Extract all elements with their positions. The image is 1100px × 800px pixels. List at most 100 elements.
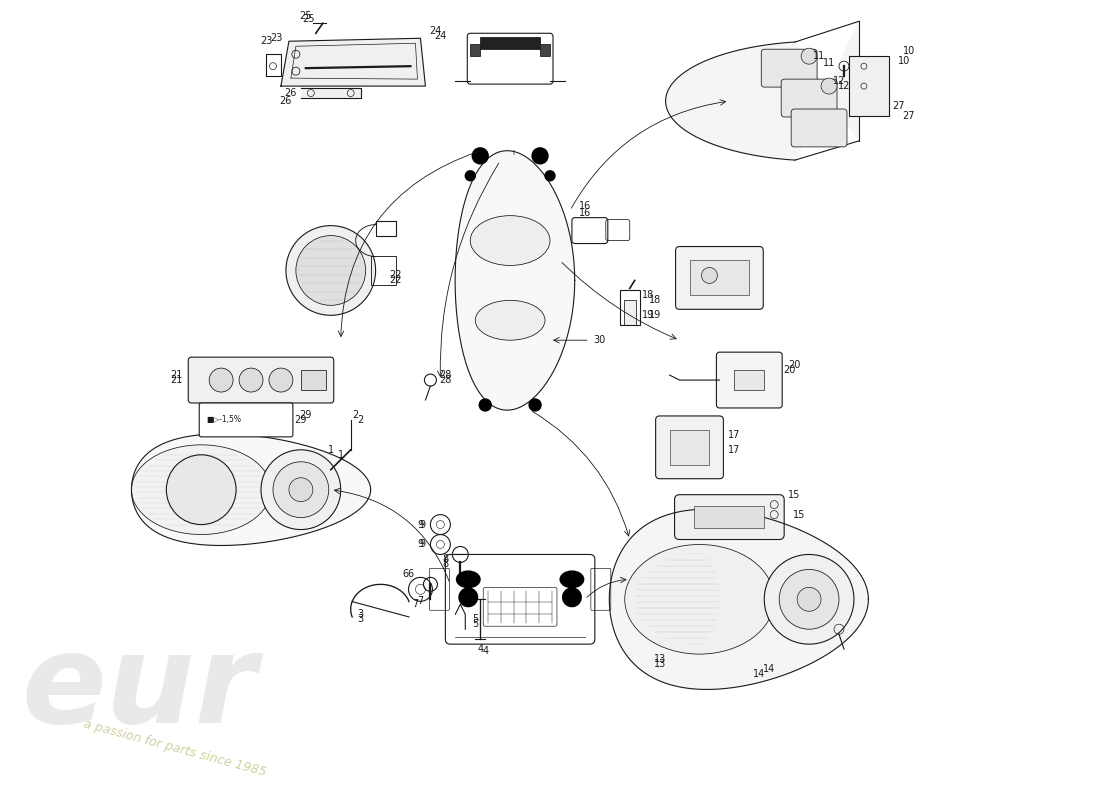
Text: 9: 9	[417, 539, 424, 550]
Text: 16: 16	[579, 208, 591, 218]
Text: 25: 25	[299, 11, 312, 22]
Text: 29: 29	[299, 410, 312, 420]
Bar	[371, 255, 396, 286]
Text: 5: 5	[472, 614, 478, 624]
Bar	[694, 506, 764, 527]
Text: 8: 8	[442, 559, 449, 570]
Bar	[375, 221, 396, 235]
Circle shape	[798, 587, 821, 611]
Polygon shape	[132, 434, 371, 546]
FancyBboxPatch shape	[674, 494, 784, 539]
Text: 4: 4	[477, 644, 483, 654]
Text: 27: 27	[892, 101, 905, 111]
Text: 17: 17	[728, 430, 740, 440]
Ellipse shape	[132, 445, 271, 534]
FancyBboxPatch shape	[761, 50, 817, 87]
Text: 11: 11	[823, 58, 835, 68]
Text: 6: 6	[403, 570, 408, 579]
Text: 9: 9	[419, 539, 426, 550]
Circle shape	[273, 462, 329, 518]
Circle shape	[289, 478, 312, 502]
Text: 11: 11	[813, 51, 825, 61]
Circle shape	[779, 570, 839, 630]
Text: 23: 23	[270, 34, 282, 43]
Ellipse shape	[625, 545, 774, 654]
Circle shape	[459, 587, 478, 607]
Bar	[624, 300, 636, 326]
Text: 16: 16	[579, 201, 591, 210]
Bar	[619, 290, 640, 326]
Text: 22: 22	[389, 270, 402, 281]
Text: 1: 1	[328, 445, 333, 455]
Text: 26: 26	[279, 96, 293, 106]
Text: 18: 18	[641, 290, 653, 300]
Bar	[735, 370, 764, 390]
Text: eur: eur	[22, 628, 257, 749]
Ellipse shape	[475, 300, 544, 340]
Circle shape	[239, 368, 263, 392]
Circle shape	[286, 226, 375, 315]
Text: 7: 7	[417, 596, 424, 606]
Text: 24: 24	[429, 26, 441, 36]
Text: a passion for parts since 1985: a passion for parts since 1985	[81, 718, 267, 778]
Text: 7: 7	[412, 599, 419, 610]
Bar	[540, 44, 550, 56]
Polygon shape	[301, 88, 361, 98]
Text: 20: 20	[783, 365, 795, 375]
Text: 21: 21	[170, 370, 183, 380]
Text: 8: 8	[442, 554, 449, 565]
Text: I: I	[513, 150, 514, 156]
Ellipse shape	[471, 216, 550, 266]
Circle shape	[166, 455, 236, 525]
Text: 6: 6	[407, 570, 414, 579]
Text: 13: 13	[653, 654, 666, 664]
Circle shape	[764, 554, 854, 644]
Circle shape	[801, 48, 817, 64]
Circle shape	[562, 587, 582, 607]
Text: 29: 29	[295, 415, 307, 425]
Bar	[690, 261, 749, 295]
Polygon shape	[455, 150, 574, 410]
Text: 5: 5	[472, 619, 478, 630]
Text: 10: 10	[898, 56, 910, 66]
Text: 2: 2	[353, 410, 359, 420]
Text: 23: 23	[260, 36, 272, 46]
FancyBboxPatch shape	[656, 416, 724, 478]
Text: 14: 14	[763, 664, 776, 674]
Text: 13: 13	[653, 659, 666, 669]
Text: 18: 18	[649, 295, 661, 306]
Text: 14: 14	[754, 669, 766, 679]
Bar	[301, 370, 326, 390]
Circle shape	[270, 368, 293, 392]
Text: 26: 26	[285, 88, 297, 98]
Ellipse shape	[560, 570, 584, 588]
Text: 19: 19	[641, 310, 653, 320]
FancyBboxPatch shape	[199, 403, 293, 437]
Text: 12: 12	[838, 81, 850, 91]
Polygon shape	[280, 38, 426, 86]
Polygon shape	[666, 22, 859, 160]
FancyBboxPatch shape	[791, 109, 847, 147]
Bar	[471, 44, 481, 56]
Bar	[849, 56, 889, 116]
Text: 4: 4	[482, 646, 488, 656]
Text: 1: 1	[338, 450, 344, 460]
Bar	[670, 430, 710, 465]
Text: 19: 19	[649, 310, 661, 320]
Text: 24: 24	[434, 31, 447, 42]
FancyBboxPatch shape	[675, 246, 763, 310]
Text: 10: 10	[903, 46, 915, 56]
FancyBboxPatch shape	[188, 357, 333, 403]
Circle shape	[472, 148, 488, 164]
Circle shape	[465, 170, 475, 181]
Circle shape	[821, 78, 837, 94]
Circle shape	[480, 399, 492, 411]
Text: 25: 25	[302, 14, 315, 24]
Text: 15: 15	[788, 490, 801, 500]
Circle shape	[702, 267, 717, 283]
Text: 21: 21	[170, 375, 183, 385]
Text: 3: 3	[358, 610, 364, 619]
FancyBboxPatch shape	[716, 352, 782, 408]
Text: 28: 28	[439, 375, 452, 385]
Text: 9: 9	[419, 519, 426, 530]
